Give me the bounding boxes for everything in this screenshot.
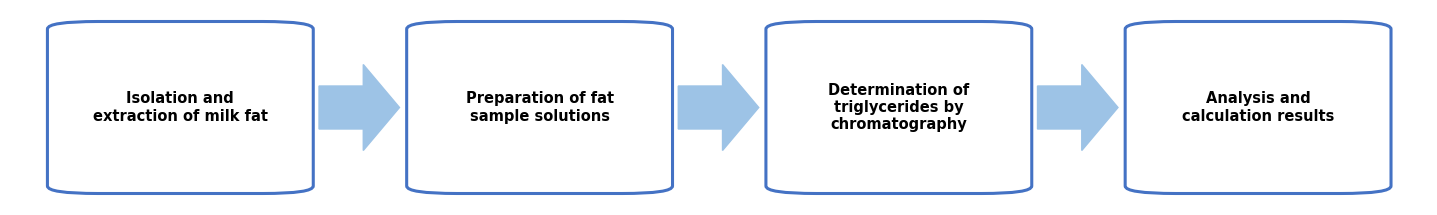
Polygon shape [1038, 64, 1118, 150]
FancyBboxPatch shape [47, 22, 313, 194]
FancyBboxPatch shape [766, 22, 1032, 194]
Text: Determination of
triglycerides by
chromatography: Determination of triglycerides by chroma… [828, 83, 970, 132]
Text: Preparation of fat
sample solutions: Preparation of fat sample solutions [466, 91, 614, 124]
FancyBboxPatch shape [407, 22, 673, 194]
FancyBboxPatch shape [1125, 22, 1391, 194]
Polygon shape [678, 64, 759, 150]
Text: Isolation and
extraction of milk fat: Isolation and extraction of milk fat [93, 91, 267, 124]
Polygon shape [319, 64, 399, 150]
Text: Analysis and
calculation results: Analysis and calculation results [1181, 91, 1335, 124]
